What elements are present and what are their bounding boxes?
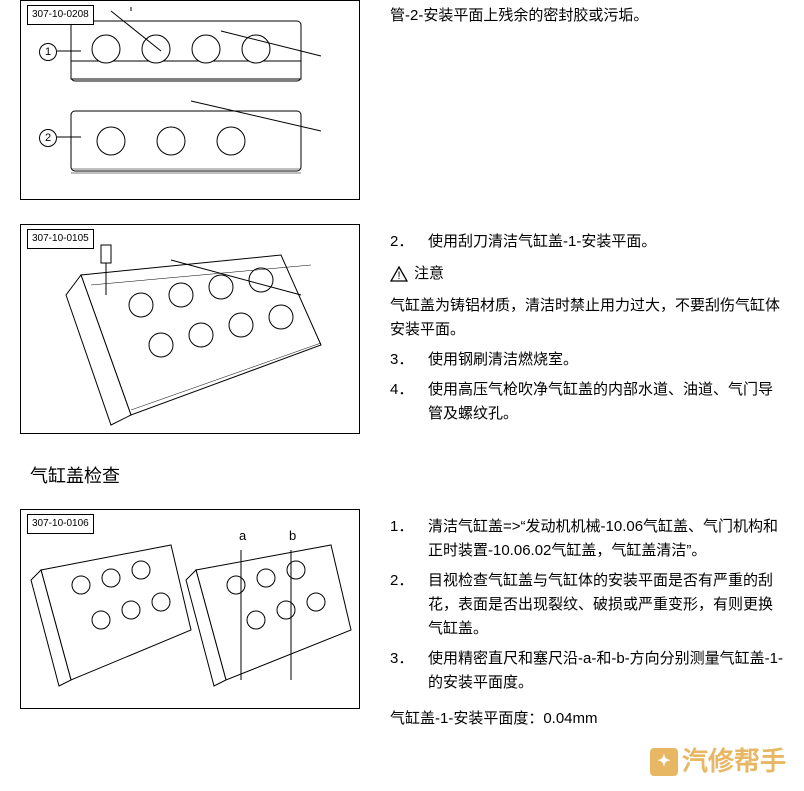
figure-bot-label: 307-10-0106	[27, 514, 94, 534]
text-mid: 2． 使用刮刀清洁气缸盖-1-安装平面。 ! 注意 气缸盖为铸铝材质，清洁时禁止…	[360, 224, 784, 432]
text-top: 管-2-安装平面上残余的密封胶或污垢。	[360, 0, 784, 32]
step-3-body: 使用钢刷清洁燃烧室。	[428, 348, 784, 372]
watermark: ✦ 汽修帮手	[650, 741, 786, 783]
warning-line: ! 注意	[390, 262, 784, 286]
step-2-num: 2．	[390, 230, 428, 254]
callout-1: 1	[39, 43, 57, 61]
figure-mid-label: 307-10-0105	[27, 229, 94, 249]
callout-2: 2	[39, 129, 57, 147]
step-4-num: 4．	[390, 378, 428, 426]
step-3-num: 3．	[390, 348, 428, 372]
figure-mid: 307-10-0105	[20, 224, 360, 434]
top-text-line: 管-2-安装平面上残余的密封胶或污垢。	[390, 4, 784, 28]
step-2: 2． 使用刮刀清洁气缸盖-1-安装平面。	[390, 230, 784, 254]
svg-text:a: a	[239, 528, 247, 543]
warning-label: 注意	[414, 262, 444, 286]
row-bot: 307-10-0106 a b	[20, 509, 784, 735]
footer-line: 气缸盖-1-安装平面度：0.04mm	[390, 707, 784, 731]
step-4-body: 使用高压气枪吹净气缸盖的内部水道、油道、气门导管及螺纹孔。	[428, 378, 784, 426]
watermark-icon: ✦	[650, 748, 678, 776]
step-3: 3． 使用钢刷清洁燃烧室。	[390, 348, 784, 372]
bstep-2-num: 2．	[390, 569, 428, 641]
page: 307-10-0208 1 2	[0, 0, 804, 791]
bstep-1: 1． 清洁气缸盖=>“发动机机械‐10.06气缸盖、气门机构和正时装置‐10.0…	[390, 515, 784, 563]
step-2-body: 使用刮刀清洁气缸盖-1-安装平面。	[428, 230, 784, 254]
figure-top-svg	[21, 1, 361, 201]
row-mid: 307-10-0105 2． 使用刮刀清洁气缸盖-1-安装平面。	[20, 224, 784, 434]
svg-text:!: !	[397, 270, 400, 282]
watermark-text: 汽修帮手	[682, 741, 786, 783]
figure-bot-svg: a b	[21, 510, 361, 710]
warning-body: 气缸盖为铸铝材质，清洁时禁止用力过大，不要刮伤气缸体安装平面。	[390, 294, 784, 342]
figure-top-label: 307-10-0208	[27, 5, 94, 25]
figure-mid-svg	[21, 225, 361, 435]
text-bot: 1． 清洁气缸盖=>“发动机机械‐10.06气缸盖、气门机构和正时装置‐10.0…	[360, 509, 784, 735]
bstep-2-body: 目视检查气缸盖与气缸体的安装平面是否有严重的刮花，表面是否出现裂纹、破损或严重变…	[428, 569, 784, 641]
figure-bot: 307-10-0106 a b	[20, 509, 360, 709]
row-top: 307-10-0208 1 2	[20, 0, 784, 200]
bstep-3-body: 使用精密直尺和塞尺沿-a-和-b-方向分别测量气缸盖-1-的安装平面度。	[428, 647, 784, 695]
figure-top: 307-10-0208 1 2	[20, 0, 360, 200]
section-title: 气缸盖检查	[30, 462, 784, 491]
warning-icon: !	[390, 266, 408, 282]
bstep-3: 3． 使用精密直尺和塞尺沿-a-和-b-方向分别测量气缸盖-1-的安装平面度。	[390, 647, 784, 695]
step-4: 4． 使用高压气枪吹净气缸盖的内部水道、油道、气门导管及螺纹孔。	[390, 378, 784, 426]
bstep-1-body: 清洁气缸盖=>“发动机机械‐10.06气缸盖、气门机构和正时装置‐10.06.0…	[428, 515, 784, 563]
bstep-1-num: 1．	[390, 515, 428, 563]
bstep-3-num: 3．	[390, 647, 428, 695]
svg-text:b: b	[289, 528, 296, 543]
bstep-2: 2． 目视检查气缸盖与气缸体的安装平面是否有严重的刮花，表面是否出现裂纹、破损或…	[390, 569, 784, 641]
